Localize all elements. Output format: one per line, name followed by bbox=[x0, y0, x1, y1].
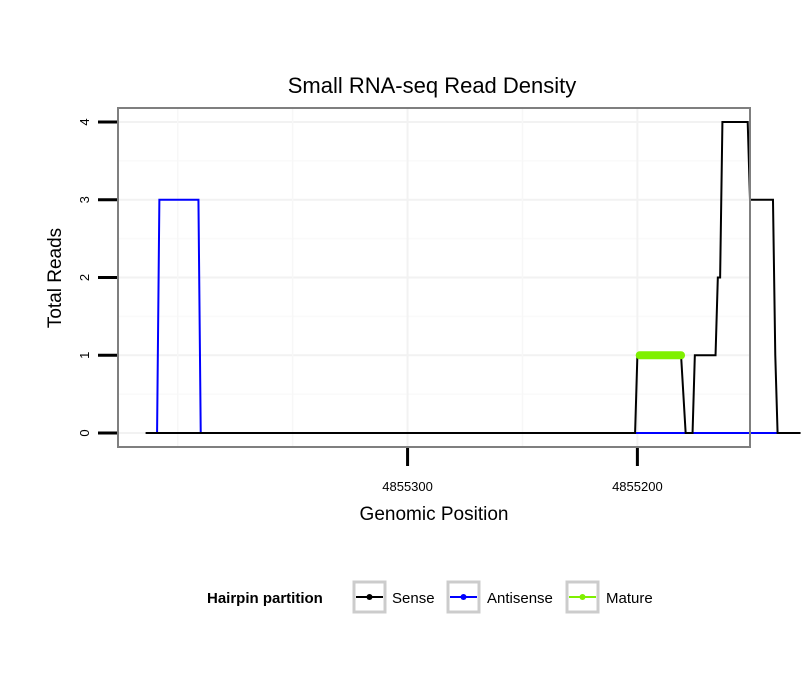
legend-item-antisense: Antisense bbox=[446, 580, 553, 614]
legend-title: Hairpin partition bbox=[207, 590, 323, 607]
legend-label-antisense: Antisense bbox=[487, 590, 553, 607]
legend-dot-sense bbox=[366, 594, 373, 600]
y-tick-label: 4 bbox=[77, 118, 92, 125]
y-tick-label: 1 bbox=[77, 352, 92, 359]
series-layer bbox=[145, 121, 801, 434]
x-tick-label: 4855200 bbox=[612, 479, 663, 494]
y-axis-label: Total Reads bbox=[45, 228, 66, 328]
y-tick-label: 3 bbox=[77, 196, 92, 203]
legend-label-mature: Mature bbox=[606, 590, 653, 607]
grid-lines bbox=[118, 108, 750, 447]
plot-border bbox=[117, 107, 751, 448]
legend: Hairpin partition Sense Antisense Mature bbox=[207, 580, 653, 614]
x-axis-label: Genomic Position bbox=[360, 504, 509, 525]
legend-dot-antisense bbox=[460, 594, 467, 600]
y-tick-label: 2 bbox=[77, 274, 92, 281]
x-tick-label: 4855300 bbox=[382, 479, 433, 494]
legend-label-sense: Sense bbox=[392, 590, 435, 607]
legend-item-sense: Sense bbox=[352, 580, 435, 614]
y-axis: 0 1 2 3 4 bbox=[77, 118, 117, 437]
legend-dot-mature bbox=[579, 594, 586, 600]
legend-item-mature: Mature bbox=[565, 580, 653, 614]
x-axis: 4855300 4855200 bbox=[382, 448, 663, 494]
y-tick-label: 0 bbox=[77, 429, 92, 436]
chart-title: Small RNA-seq Read Density bbox=[288, 73, 577, 98]
